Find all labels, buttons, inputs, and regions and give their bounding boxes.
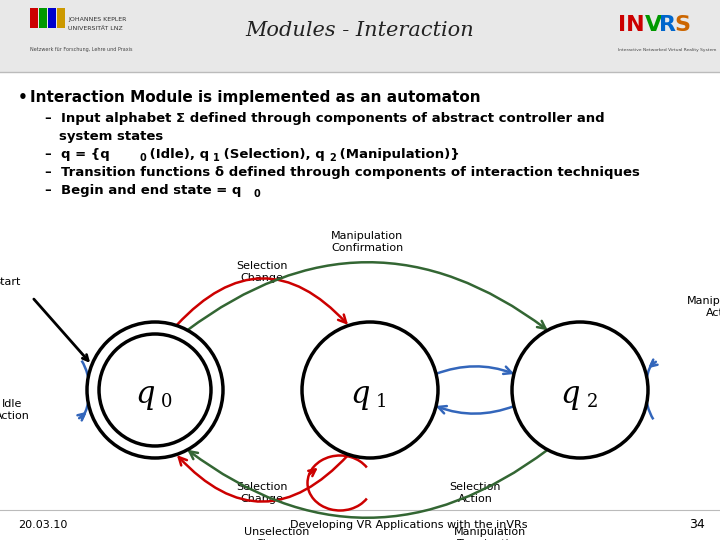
Text: –  Input alphabet Σ defined through components of abstract controller and: – Input alphabet Σ defined through compo… <box>45 112 605 125</box>
Text: Unselection
Change: Unselection Change <box>244 527 310 540</box>
Text: Idle
Action: Idle Action <box>0 399 30 421</box>
FancyArrowPatch shape <box>436 366 512 374</box>
Text: 0: 0 <box>253 189 260 199</box>
Text: V: V <box>645 15 662 35</box>
Text: –  Transition functions δ defined through components of interaction techniques: – Transition functions δ defined through… <box>45 166 640 179</box>
Text: q: q <box>135 379 155 409</box>
Text: IN: IN <box>618 15 644 35</box>
Text: Developing VR Applications with the inVRs: Developing VR Applications with the inVR… <box>290 520 528 530</box>
Text: JOHANNES KEPLER: JOHANNES KEPLER <box>68 17 127 23</box>
Text: (Idle), q: (Idle), q <box>145 148 209 161</box>
Text: Selection
Change: Selection Change <box>236 482 288 504</box>
Text: 0: 0 <box>161 393 173 411</box>
FancyArrowPatch shape <box>189 450 548 518</box>
Text: 2: 2 <box>329 153 336 163</box>
FancyArrowPatch shape <box>187 262 546 330</box>
Text: q: q <box>560 379 580 409</box>
Text: Netzwerk für Forschung, Lehre und Praxis: Netzwerk für Forschung, Lehre und Praxis <box>30 48 132 52</box>
Text: 2: 2 <box>586 393 598 411</box>
Text: Interaction Module is implemented as an automaton: Interaction Module is implemented as an … <box>30 90 481 105</box>
Ellipse shape <box>302 322 438 458</box>
FancyArrowPatch shape <box>179 455 348 502</box>
Text: Manipulation
Action: Manipulation Action <box>687 296 720 318</box>
Text: •: • <box>18 90 28 105</box>
Bar <box>39 8 47 28</box>
Text: 34: 34 <box>689 518 705 531</box>
Text: UNIVERSITÄT LNZ: UNIVERSITÄT LNZ <box>68 26 122 31</box>
Text: –  Begin and end state = q: – Begin and end state = q <box>45 184 241 197</box>
Text: system states: system states <box>59 130 163 143</box>
Text: R: R <box>659 15 676 35</box>
Text: Interactive Networked Virtual Reality System: Interactive Networked Virtual Reality Sy… <box>618 48 716 52</box>
FancyArrowPatch shape <box>177 278 346 325</box>
Text: S: S <box>674 15 690 35</box>
Text: Selection
Action: Selection Action <box>449 482 500 504</box>
Text: Start: Start <box>0 277 21 287</box>
Text: 20.03.10: 20.03.10 <box>18 520 68 530</box>
Text: 1: 1 <box>377 393 388 411</box>
Text: 0: 0 <box>139 153 145 163</box>
Bar <box>30 8 38 28</box>
Bar <box>48 8 56 28</box>
FancyArrowPatch shape <box>650 360 657 367</box>
Text: (Selection), q: (Selection), q <box>219 148 325 161</box>
FancyArrowPatch shape <box>78 414 85 421</box>
Text: Selection
Change: Selection Change <box>236 261 288 283</box>
Text: (Manipulation)}: (Manipulation)} <box>335 148 460 161</box>
FancyArrowPatch shape <box>308 469 315 476</box>
Text: Modules - Interaction: Modules - Interaction <box>246 21 474 39</box>
Bar <box>57 8 65 28</box>
Ellipse shape <box>512 322 648 458</box>
Text: Manipulation
Confirmation: Manipulation Confirmation <box>331 231 403 253</box>
Ellipse shape <box>87 322 223 458</box>
Bar <box>0 0 720 72</box>
Text: Manipulation
Termination: Manipulation Termination <box>454 527 526 540</box>
Text: –  q = {q: – q = {q <box>45 148 109 161</box>
FancyArrowPatch shape <box>438 406 514 414</box>
Text: q: q <box>350 379 370 409</box>
Text: 1: 1 <box>213 153 220 163</box>
